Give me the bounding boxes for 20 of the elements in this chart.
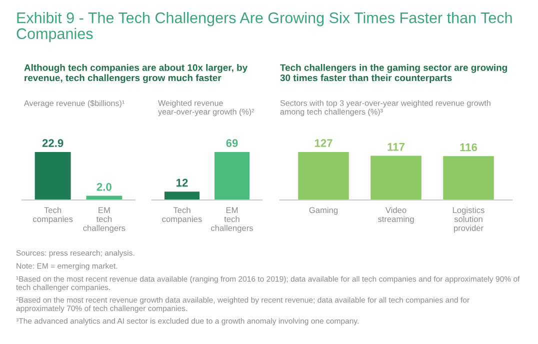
data-label: 2.0 [96,182,112,191]
data-label: 12 [176,178,188,187]
x-tick-label: Logistics solution provider [452,206,484,233]
x-tick-label: EM tech challengers [83,207,126,233]
y-axis-title: Weighted revenue year-over-year growth (%)² [158,100,254,116]
chart-subtitle: Although tech companies are about 10x larger, by revenue, tech challengers grow much faster [24,64,248,84]
data-label: 69 [226,139,238,148]
text: Exhibit 9 - The Tech Challengers Are Growing Six Times Faster than Tech Companies [16,12,512,42]
x-tick-label: Tech companies [162,206,202,224]
x-tick-label: EM tech challengers [211,207,254,233]
y-axis-title: Average revenue ($billions)¹ [24,100,124,108]
x-tick-label: Video streaming [378,206,414,224]
x-tick-label: Tech companies [33,206,73,224]
data-label: 116 [460,143,478,152]
data-label: 22.9 [42,139,64,148]
data-label: 117 [388,143,404,151]
chart-subtitle: Tech challengers in the gaming sector are growing 30 times faster than their counterparts [280,64,507,84]
y-axis-title: Sectors with top 3 year-over-year weighted revenue growth among tech challengers (%)³ [280,100,490,116]
x-tick-label: Gaming [309,206,338,215]
data-label: 127 [314,139,332,147]
